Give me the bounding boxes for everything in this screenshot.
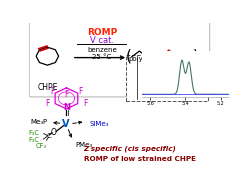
Text: >99 % cis: >99 % cis (147, 81, 185, 91)
Text: F: F (46, 99, 50, 108)
Text: F: F (79, 87, 83, 96)
Text: F₃C: F₃C (28, 137, 39, 143)
Text: ROMP: ROMP (87, 28, 117, 37)
Text: ROMP of low strained CHPE: ROMP of low strained CHPE (84, 156, 196, 162)
Text: poly(CHPE): poly(CHPE) (128, 55, 167, 62)
Text: (: ( (126, 49, 132, 64)
Text: PMe₃: PMe₃ (76, 142, 93, 148)
Text: Me₃P: Me₃P (30, 119, 48, 125)
FancyBboxPatch shape (126, 55, 208, 101)
Text: benzene: benzene (87, 47, 117, 53)
Text: V cat.: V cat. (90, 36, 114, 45)
Text: V: V (62, 119, 69, 129)
Text: F: F (50, 87, 55, 96)
Text: 25 °C: 25 °C (92, 54, 111, 60)
Text: Z specific (cis specific): Z specific (cis specific) (84, 145, 176, 152)
Text: CHPE: CHPE (37, 83, 58, 92)
Text: F: F (83, 99, 87, 108)
Text: N: N (63, 103, 70, 112)
Text: CF₃: CF₃ (36, 143, 47, 149)
Text: SiMe₃: SiMe₃ (89, 121, 109, 127)
Text: ): ) (192, 49, 198, 64)
Text: n: n (198, 59, 202, 65)
Text: F₃C: F₃C (28, 129, 39, 136)
Text: O: O (51, 128, 57, 137)
Text: F: F (64, 90, 69, 99)
Text: C: C (47, 133, 51, 139)
